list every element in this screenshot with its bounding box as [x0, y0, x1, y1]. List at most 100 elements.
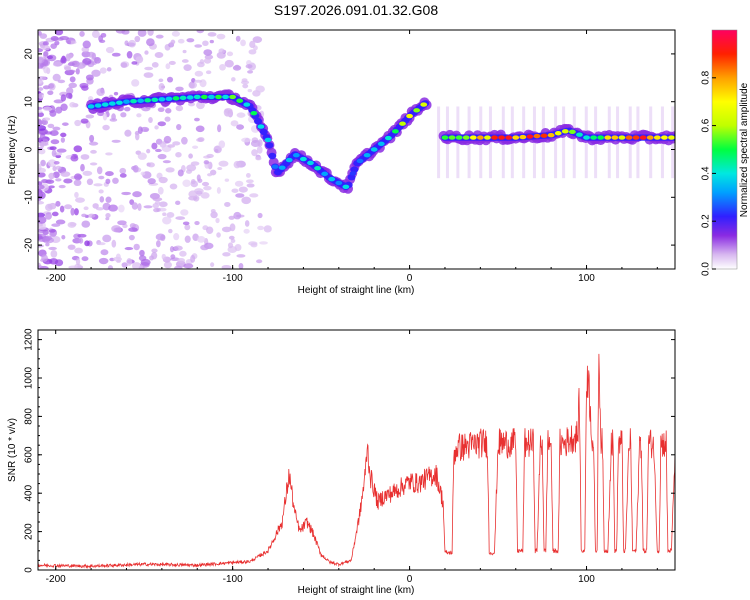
noise-blob — [76, 62, 86, 69]
noise-blob — [143, 205, 153, 209]
noise-blob — [169, 246, 175, 253]
noise-blob — [82, 170, 93, 176]
noise-blob — [210, 262, 215, 268]
noise-blob — [38, 216, 47, 224]
track-core — [469, 135, 477, 140]
noise-blob — [60, 57, 67, 64]
noise-blob — [38, 191, 42, 198]
snr-xtick-label: -100 — [223, 574, 243, 585]
noise-blob — [38, 167, 47, 174]
track-core — [540, 133, 548, 138]
noise-blob — [144, 50, 149, 55]
noise-blob — [94, 57, 102, 64]
noise-blob — [38, 226, 46, 230]
noise-blob — [97, 242, 106, 246]
noise-blob — [102, 124, 110, 131]
sidelobe-streak — [562, 106, 566, 179]
noise-blob — [99, 196, 105, 203]
noise-blob — [203, 185, 212, 191]
noise-blob — [61, 122, 69, 126]
track-core — [101, 102, 109, 107]
noise-blob — [90, 149, 97, 154]
track-core — [356, 158, 364, 164]
noise-blob — [38, 181, 43, 186]
noise-blob — [256, 259, 263, 264]
track-core — [554, 131, 562, 136]
noise-blob — [69, 102, 76, 108]
noise-blob — [154, 125, 159, 130]
noise-blob — [230, 238, 236, 244]
noise-blob — [164, 116, 171, 122]
noise-blob — [180, 209, 189, 216]
noise-blob — [106, 67, 112, 72]
track-core — [165, 96, 173, 102]
noise-blob — [147, 30, 154, 36]
noise-blob — [244, 220, 250, 227]
noise-blob — [105, 178, 111, 185]
noise-blob — [38, 112, 44, 118]
noise-blob — [80, 163, 85, 172]
track-core — [123, 99, 130, 104]
noise-blob — [224, 108, 233, 114]
track-core — [441, 135, 449, 140]
noise-blob — [98, 189, 104, 194]
track-core — [229, 94, 237, 100]
colorbar: 0.0 0.2 0.4 0.6 0.8 Normalized spectral ampl… — [701, 29, 750, 276]
track-core — [236, 98, 244, 103]
noise-blob — [38, 265, 45, 269]
track-body — [350, 166, 359, 173]
noise-blob — [151, 62, 159, 68]
noise-blob — [67, 221, 77, 228]
track-core — [653, 135, 661, 140]
noise-blob — [175, 216, 186, 220]
noise-blob — [115, 253, 121, 260]
noise-blob — [137, 126, 143, 135]
noise-blob — [50, 43, 57, 49]
noise-blob — [257, 225, 265, 231]
track-core — [406, 113, 413, 119]
noise-blob — [252, 36, 263, 43]
noise-blob — [207, 32, 217, 37]
track-core — [94, 103, 102, 108]
noise-blob — [64, 66, 72, 71]
noise-blob — [102, 234, 112, 243]
track-core — [413, 108, 421, 113]
noise-blob — [39, 33, 48, 39]
noise-blob — [51, 149, 57, 157]
noise-blob — [51, 211, 59, 217]
noise-blob — [182, 179, 191, 188]
snr-ytick-label: 200 — [24, 523, 35, 540]
noise-blob — [247, 70, 254, 74]
noise-blob — [61, 235, 66, 240]
noise-blob — [249, 193, 259, 198]
noise-blob — [53, 161, 60, 165]
track-core — [547, 132, 555, 138]
snr-ytick-label: 800 — [24, 408, 35, 425]
track-core — [462, 135, 470, 140]
noise-blob — [120, 112, 127, 118]
track-core — [222, 94, 229, 100]
track-core — [568, 129, 576, 135]
noise-blob — [234, 243, 242, 252]
track-core — [377, 141, 385, 146]
noise-blob — [87, 213, 96, 218]
track-core — [639, 135, 647, 140]
noise-blob — [155, 148, 162, 153]
track-core — [498, 135, 505, 140]
noise-blob — [203, 160, 210, 165]
noise-blob — [176, 123, 182, 131]
colorbar-tick-label: 0.0 — [701, 262, 712, 276]
track-core — [632, 135, 640, 140]
track-core — [561, 129, 569, 134]
noise-blob — [216, 232, 221, 238]
noise-blob — [205, 226, 214, 235]
noise-blob — [200, 244, 209, 251]
noise-blob — [134, 35, 141, 43]
noise-blob — [113, 227, 122, 233]
noise-blob — [221, 226, 232, 233]
noise-blob — [73, 145, 83, 153]
track-body — [259, 128, 268, 136]
noise-blob — [38, 118, 42, 126]
noise-blob — [188, 81, 197, 89]
